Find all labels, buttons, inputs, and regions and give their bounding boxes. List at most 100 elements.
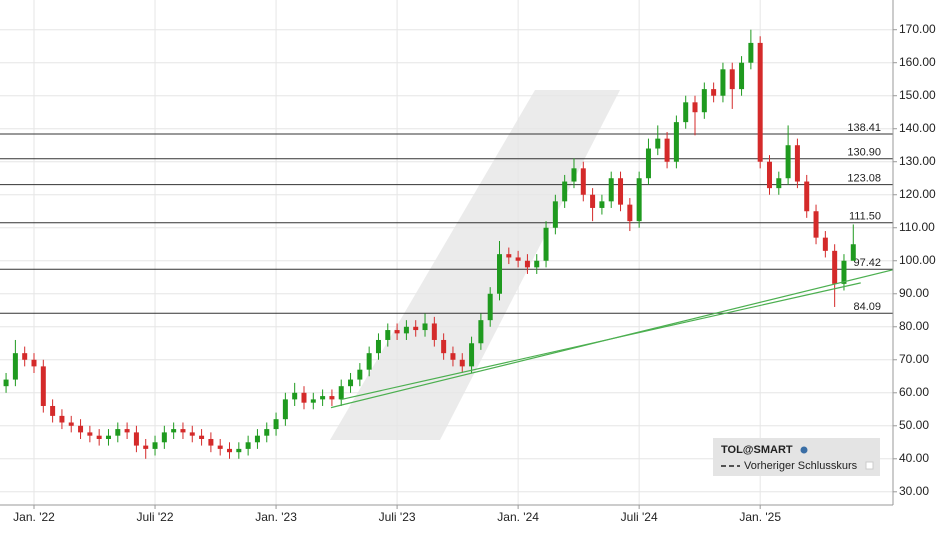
candle-body: [394, 330, 400, 334]
candle-body: [469, 343, 475, 367]
level-label: 130.90: [847, 147, 881, 159]
candle-body: [431, 323, 437, 340]
candle-body: [124, 429, 130, 433]
candle-body: [96, 435, 102, 439]
candle-body: [357, 369, 363, 380]
candle-body: [254, 435, 260, 443]
x-tick-label: Juli '23: [379, 510, 416, 524]
candle-body: [143, 445, 149, 449]
candle-body: [50, 405, 56, 416]
candle-body: [645, 148, 651, 179]
level-label: 138.41: [847, 122, 881, 134]
candle-body: [403, 326, 409, 334]
candle-body: [22, 353, 28, 360]
candle-body: [87, 432, 93, 436]
candle-body: [227, 448, 233, 453]
candle-body: [832, 250, 838, 284]
x-tick-label: Juli '22: [137, 510, 174, 524]
level-label: 123.08: [847, 172, 881, 184]
candle-body: [171, 429, 177, 433]
y-tick-label: 140.00: [899, 121, 936, 135]
candle-body: [78, 425, 84, 433]
candle-body: [329, 396, 335, 400]
candle-body: [739, 62, 745, 90]
candle-body: [608, 178, 614, 202]
legend: TOL@SMART Vorheriger Schlusskurs: [713, 438, 880, 476]
x-tick-label: Juli '24: [621, 510, 658, 524]
candle-body: [385, 330, 391, 340]
legend-reference: Vorheriger Schlusskurs: [744, 460, 858, 472]
candle-body: [189, 432, 195, 436]
trendline: [340, 282, 861, 401]
candle-body: [40, 366, 46, 406]
candle-body: [115, 429, 121, 436]
candle-body: [3, 379, 9, 387]
candle-body: [282, 399, 288, 420]
y-tick-label: 40.00: [899, 451, 929, 465]
candle-body: [580, 168, 586, 195]
candle-body: [310, 399, 316, 403]
candle-body: [273, 419, 279, 430]
legend-box: [713, 438, 880, 476]
candle-body: [776, 178, 782, 189]
watermark: [330, 90, 620, 440]
candle-body: [450, 353, 456, 360]
candle-body: [748, 42, 754, 63]
y-tick-label: 150.00: [899, 88, 936, 102]
legend-series: TOL@SMART: [721, 444, 793, 456]
candle-body: [264, 429, 270, 436]
y-tick-label: 120.00: [899, 187, 936, 201]
y-tick-label: 100.00: [899, 253, 936, 267]
candle-body: [375, 339, 381, 354]
candle-body: [68, 422, 74, 426]
candle-body: [636, 178, 642, 222]
legend-icon: [800, 446, 808, 454]
candle-body: [664, 138, 670, 162]
y-tick-label: 50.00: [899, 418, 929, 432]
candle-body: [105, 435, 111, 439]
candle-body: [338, 386, 344, 400]
level-label: 84.09: [853, 301, 881, 313]
candle-body: [571, 168, 577, 182]
candle-body: [850, 244, 856, 261]
candle-body: [59, 415, 65, 423]
candle-body: [366, 353, 372, 370]
y-tick-label: 70.00: [899, 352, 929, 366]
level-label: 111.50: [849, 211, 881, 223]
candle-body: [766, 161, 772, 189]
candle-body: [813, 211, 819, 238]
y-tick-label: 90.00: [899, 286, 929, 300]
candle-body: [562, 181, 568, 202]
candle-body: [152, 442, 158, 449]
candle-body: [701, 89, 707, 113]
candle-body: [618, 178, 624, 205]
candle-body: [487, 293, 493, 321]
x-tick-label: Jan. '25: [739, 510, 781, 524]
candle-body: [12, 353, 18, 380]
candle-body: [590, 194, 596, 208]
candle-body: [599, 201, 605, 208]
candle-body: [673, 122, 679, 162]
y-tick-label: 80.00: [899, 319, 929, 333]
candle-body: [497, 254, 502, 294]
candle-body: [655, 138, 661, 149]
candle-body: [683, 102, 689, 123]
candle-body: [627, 204, 633, 222]
candle-body: [199, 435, 205, 439]
candle-body: [841, 260, 847, 284]
legend-checkbox: [865, 461, 874, 470]
candle-body: [757, 42, 763, 162]
candle-body: [459, 359, 465, 367]
x-tick-label: Jan. '22: [13, 510, 55, 524]
candle-body: [794, 145, 800, 182]
y-tick-label: 170.00: [899, 22, 936, 36]
candle-body: [217, 445, 223, 449]
candle-body: [515, 257, 521, 261]
y-tick-label: 30.00: [899, 484, 929, 498]
candle-body: [534, 260, 540, 268]
x-tick-label: Jan. '23: [255, 510, 297, 524]
candle-body: [804, 181, 810, 212]
candle-body: [292, 392, 298, 400]
candle-body: [161, 432, 167, 443]
